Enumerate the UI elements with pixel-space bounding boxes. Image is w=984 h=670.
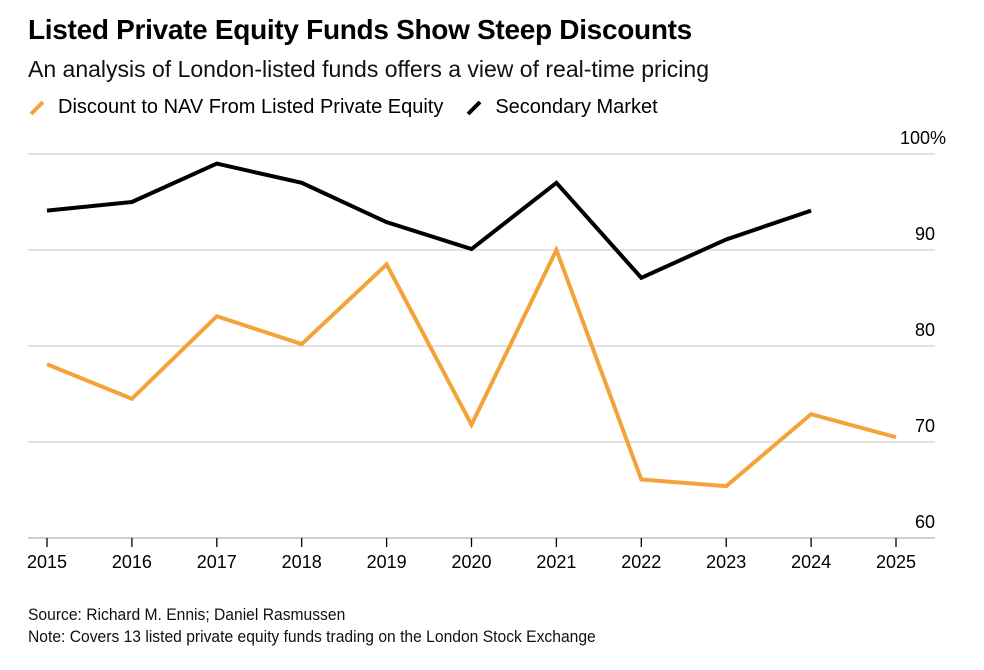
data-point [724, 237, 728, 241]
x-tick-label: 2019 [367, 552, 407, 572]
x-tick-label: 2022 [621, 552, 661, 572]
x-tick-label: 2021 [536, 552, 576, 572]
data-point [894, 435, 898, 439]
x-tick-label: 2025 [876, 552, 916, 572]
data-point [639, 477, 643, 481]
data-point [385, 220, 389, 224]
data-point [45, 209, 49, 213]
data-point [470, 423, 474, 427]
data-point [215, 162, 219, 166]
series-line-discount-to-nav [46, 244, 897, 489]
footnotes: Source: Richard M. Ennis; Daniel Rasmuss… [28, 604, 596, 648]
data-point [215, 314, 219, 318]
y-tick-label: 80 [915, 320, 935, 340]
data-point [385, 262, 389, 266]
data-point [300, 181, 304, 185]
legend-swatch-discount-icon [28, 99, 46, 117]
line-chart: 100% 90 80 70 60 2015 2016 2017 2018 2019 2020 202… [27, 128, 946, 572]
data-point [300, 342, 304, 346]
data-point [130, 397, 134, 401]
data-point [724, 484, 728, 488]
legend: Discount to NAV From Listed Private Equi… [28, 96, 680, 119]
x-tick-label: 2017 [197, 552, 237, 572]
legend-label-discount-to-nav: Discount to NAV From Listed Private Equi… [58, 96, 444, 118]
data-point [130, 200, 134, 204]
data-point [554, 248, 558, 252]
data-point [554, 181, 558, 185]
x-tick-label: 2023 [706, 552, 746, 572]
series-line-secondary-market [46, 161, 812, 281]
chart-subtitle: An analysis of London-listed funds offer… [28, 56, 709, 82]
x-tick-label: 2020 [451, 552, 491, 572]
source-note: Source: Richard M. Ennis; Daniel Rasmuss… [28, 605, 346, 624]
x-tick-label: 2015 [27, 552, 67, 572]
legend-item-discount-to-nav: Discount to NAV From Listed Private Equi… [28, 96, 443, 119]
x-axis: 2015 2016 2017 2018 2019 2020 2021 2022 2023 2024… [27, 538, 916, 572]
coverage-note: Note: Covers 13 listed private equity fu… [28, 627, 596, 646]
series-lines [45, 161, 898, 489]
x-tick-label: 2018 [282, 552, 322, 572]
legend-label-secondary-market: Secondary Market [495, 96, 658, 118]
data-point [639, 276, 643, 280]
chart-title: Listed Private Equity Funds Show Steep D… [28, 14, 692, 45]
data-point [809, 209, 813, 213]
x-tick-label: 2024 [791, 552, 831, 572]
y-axis-labels: 100% 90 80 70 60 [900, 128, 946, 532]
legend-swatch-secondary-icon [465, 99, 483, 117]
data-point [809, 412, 813, 416]
x-tick-label: 2016 [112, 552, 152, 572]
gridlines [28, 153, 935, 539]
data-point [470, 247, 474, 251]
data-point [45, 362, 49, 366]
legend-item-secondary-market: Secondary Market [465, 96, 658, 119]
y-tick-label: 70 [915, 416, 935, 436]
y-tick-label: 60 [915, 512, 935, 532]
y-tick-label: 90 [915, 224, 935, 244]
y-tick-label: 100% [900, 128, 946, 148]
